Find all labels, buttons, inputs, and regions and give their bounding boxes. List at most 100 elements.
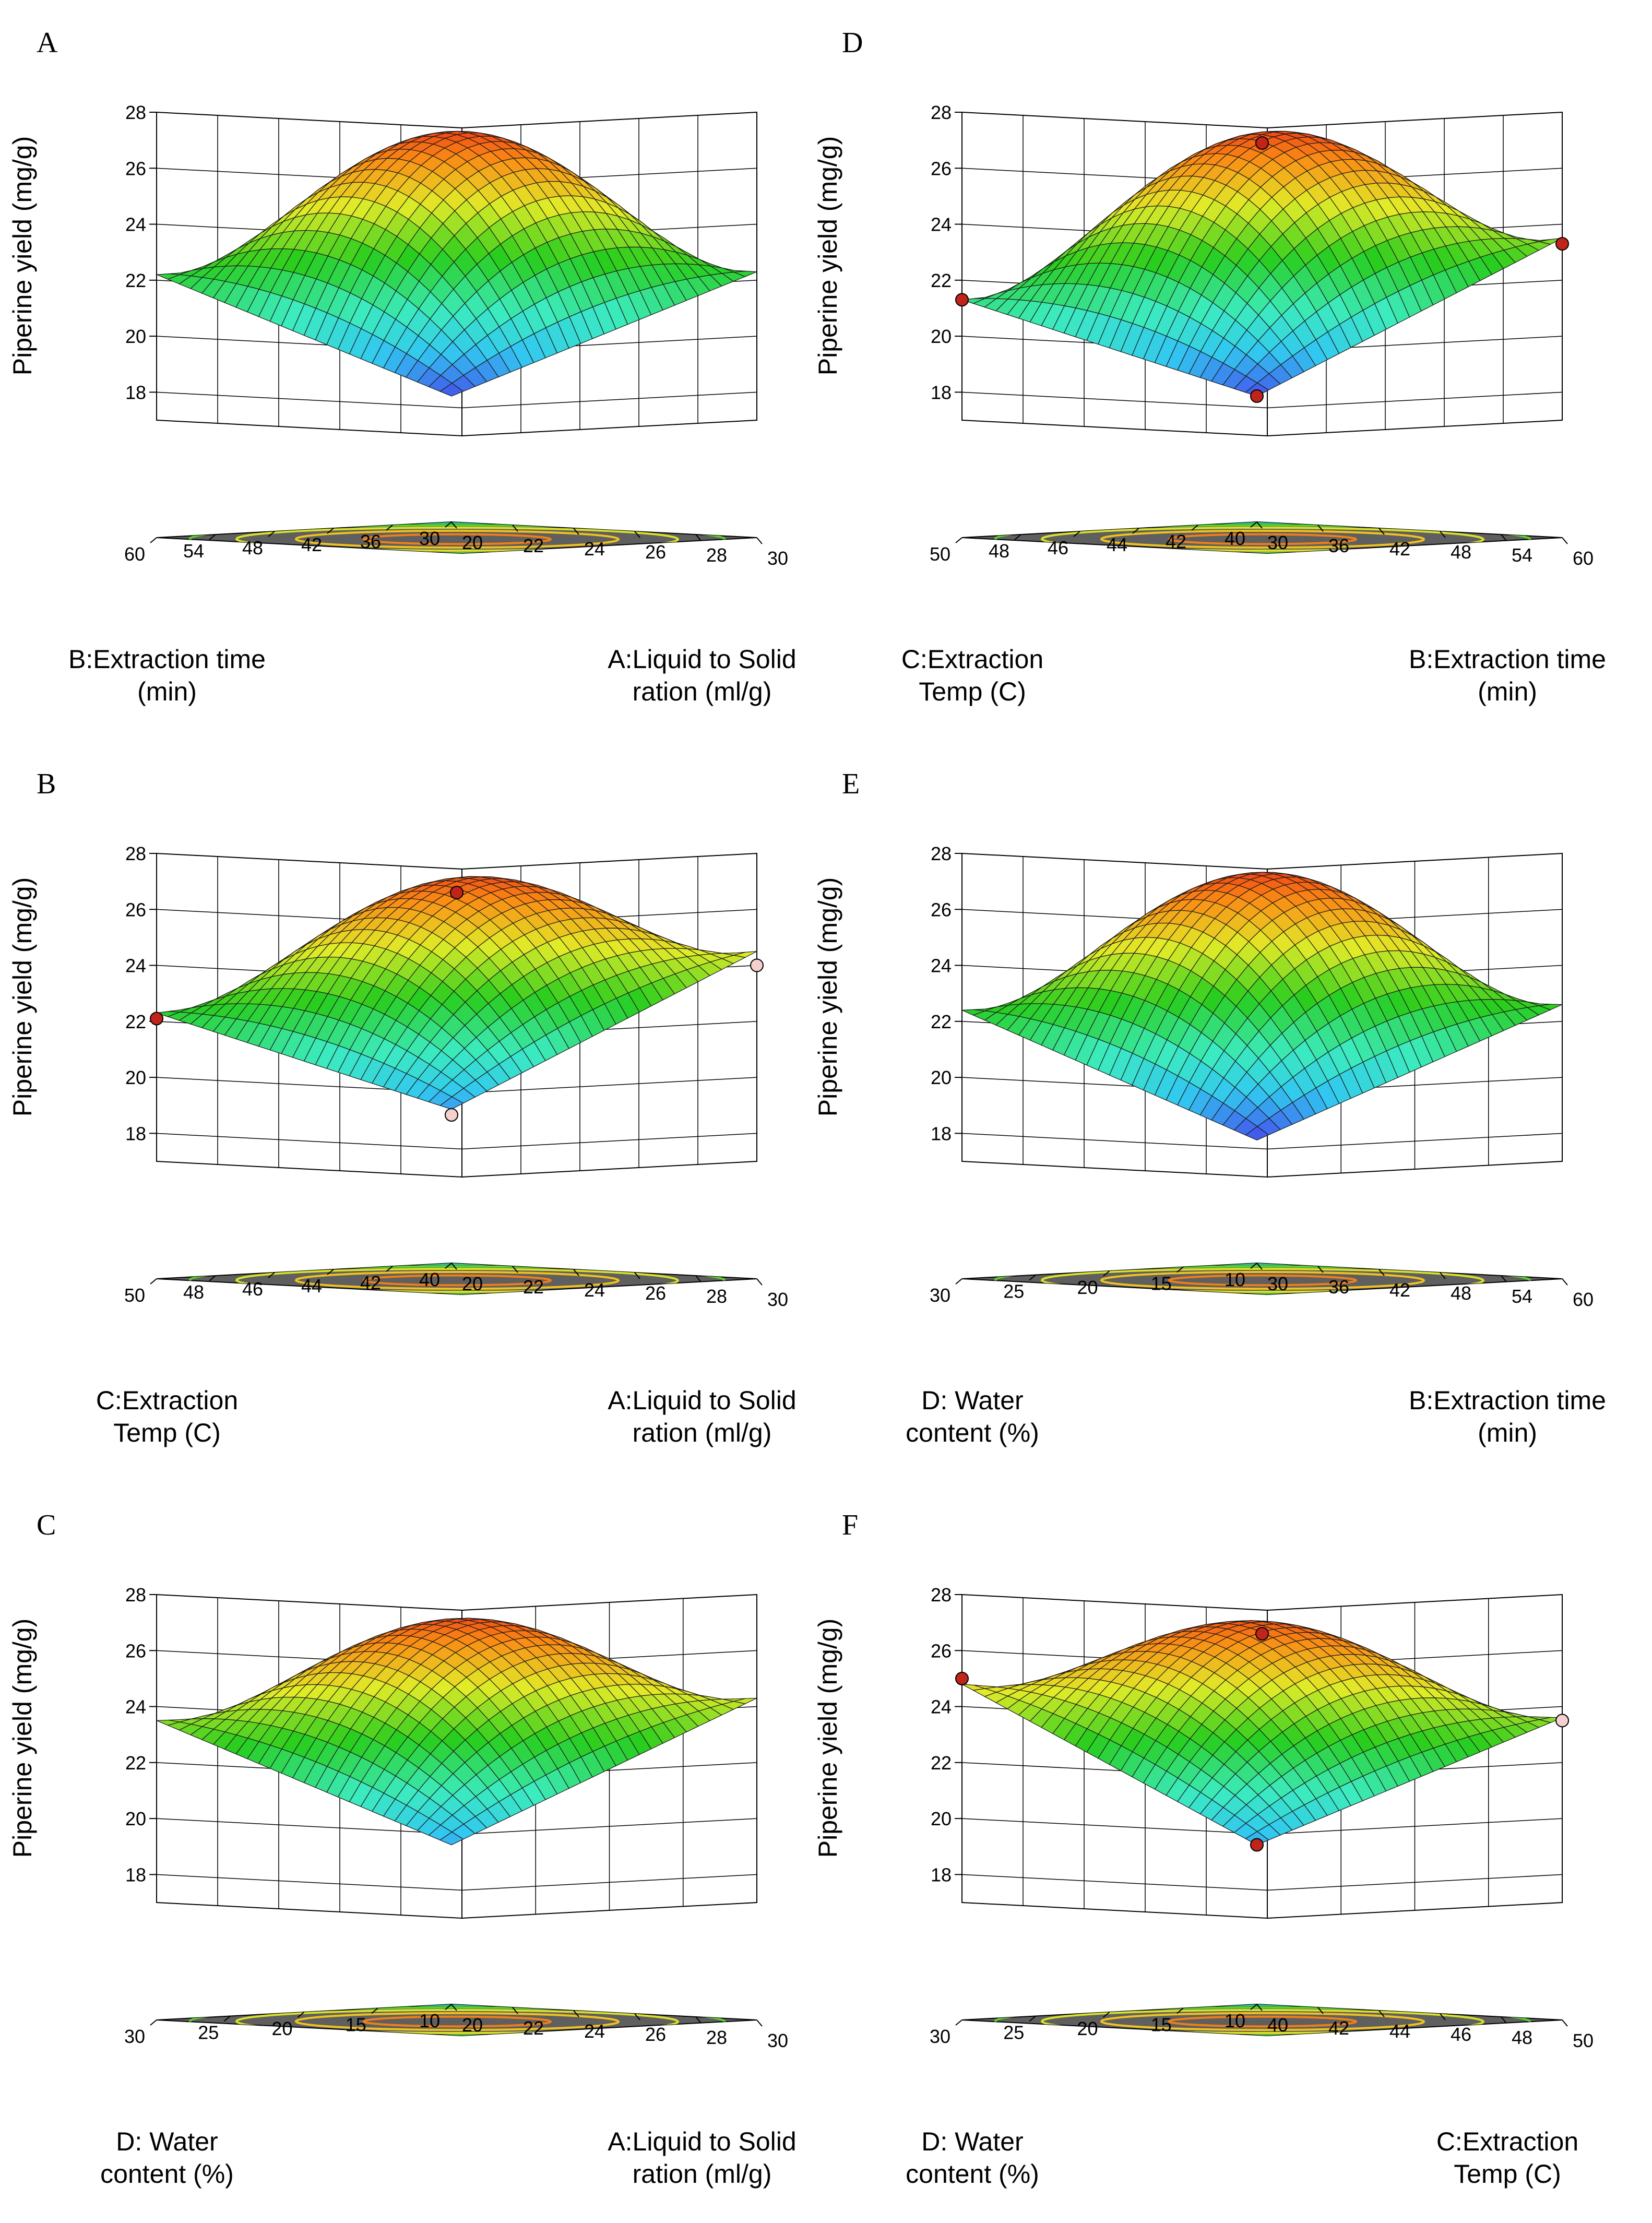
- x-tick: [1317, 1266, 1324, 1273]
- x-tick-label: 30: [1267, 532, 1288, 553]
- contour-line: [362, 533, 552, 545]
- x-tick-label: 22: [523, 1276, 544, 1298]
- x-tick: [1501, 1275, 1507, 1282]
- right-axis-title-line: A:Liquid to Solid: [608, 2127, 796, 2156]
- x-tick-label: 24: [584, 1279, 605, 1301]
- surface-cell: [1245, 1126, 1269, 1140]
- z-axis-title: Piperine yield (mg/g): [8, 1619, 37, 1858]
- x-tick-label: 36: [1328, 535, 1349, 556]
- z-tick-label: 26: [125, 158, 146, 179]
- right-axis-title-line: ration (ml/g): [633, 677, 772, 706]
- x-tick-label: 30: [1267, 1273, 1288, 1294]
- x-tick: [1440, 1272, 1446, 1279]
- x-tick-label: 48: [1451, 541, 1471, 563]
- left-axis-title-line: D: Water: [921, 2127, 1023, 2156]
- y-tick: [955, 1278, 962, 1285]
- x-tick-label: 28: [706, 1286, 727, 1307]
- z-tick-label: 20: [125, 326, 146, 347]
- x-tick-label: 24: [584, 2020, 605, 2042]
- right-axis-title-line: (min): [1478, 677, 1537, 706]
- x-tick-label: 28: [706, 544, 727, 566]
- x-tick: [1440, 531, 1446, 538]
- y-tick: [209, 1275, 216, 1281]
- panel-c: 18 20 22 24 26 28 Piperine yield (mg/g) 20 22 24 2…: [8, 1509, 797, 2189]
- contour-line: [294, 2012, 620, 2031]
- y-tick-label: 46: [1048, 537, 1068, 558]
- z-tick-label: 24: [125, 214, 146, 235]
- design-point: [445, 1108, 458, 1122]
- y-tick-label: 30: [124, 2026, 145, 2047]
- contour-line: [1100, 1270, 1425, 1290]
- right-axis-title: A:Liquid to Solid ration (ml/g): [608, 1386, 796, 1447]
- z-tick-label: 18: [931, 382, 952, 403]
- y-tick: [955, 537, 962, 543]
- z-tick-label: 20: [931, 1067, 952, 1088]
- right-axis-title: C:Extraction Temp (C): [1436, 2127, 1578, 2189]
- z-tick-label: 28: [125, 1584, 146, 1606]
- x-tick-label: 26: [645, 1282, 666, 1304]
- x-tick: [1256, 1263, 1263, 1270]
- right-axis-title-line: A:Liquid to Solid: [608, 645, 796, 674]
- design-point: [1250, 1838, 1264, 1852]
- x-tick-label: 42: [1328, 2017, 1349, 2039]
- x-tick-label: 30: [767, 2030, 788, 2051]
- design-point: [955, 293, 969, 307]
- z-tick-label: 28: [125, 102, 146, 123]
- design-point: [1555, 237, 1569, 251]
- z-tick-label: 24: [931, 1696, 952, 1718]
- x-tick-label: 60: [1573, 548, 1594, 569]
- x-tick-label: 42: [1389, 1279, 1410, 1301]
- right-axis-title-line: (min): [1478, 1418, 1537, 1447]
- right-axis-title-line: A:Liquid to Solid: [608, 1386, 796, 1415]
- right-axis-title: B:Extraction time (min): [1409, 645, 1606, 706]
- z-tick-label: 18: [931, 1864, 952, 1885]
- z-axis-title: Piperine yield (mg/g): [813, 877, 842, 1117]
- y-tick-label: 40: [1225, 528, 1245, 549]
- design-point: [1250, 389, 1264, 403]
- z-axis-title: Piperine yield (mg/g): [813, 1619, 842, 1858]
- z-tick-label: 24: [931, 214, 952, 235]
- z-tick-label: 24: [125, 1696, 146, 1718]
- x-tick-label: 54: [1512, 1286, 1532, 1307]
- z-tick-label: 26: [931, 1640, 952, 1661]
- z-tick-label: 28: [931, 843, 952, 864]
- left-axis-title-line: content (%): [100, 2159, 234, 2189]
- left-axis-title-line: Temp (C): [919, 677, 1026, 706]
- right-axis-title-line: Temp (C): [1454, 2159, 1561, 2189]
- x-tick-label: 50: [1573, 2030, 1594, 2051]
- y-tick-label: 20: [271, 2018, 292, 2039]
- y-tick: [268, 531, 275, 537]
- x-tick: [573, 1269, 579, 1276]
- contour-line: [294, 529, 620, 549]
- left-axis-title: C:Extraction Temp (C): [901, 645, 1043, 706]
- y-tick-label: 10: [1225, 1269, 1245, 1290]
- y-tick-label: 50: [930, 543, 950, 565]
- z-tick-label: 22: [125, 1011, 146, 1032]
- right-axis-title-line: C:Extraction: [1436, 2127, 1578, 2156]
- left-axis-title-line: content (%): [906, 1418, 1039, 1447]
- y-tick-label: 25: [198, 2022, 219, 2043]
- x-tick-label: 36: [1328, 1276, 1349, 1298]
- z-tick-label: 28: [931, 1584, 952, 1606]
- x-tick-label: 30: [767, 1289, 788, 1310]
- x-tick: [756, 1278, 763, 1286]
- panel-e: 18 20 22 24 26 28 Piperine yield (mg/g) 30 36 42 4…: [813, 768, 1606, 1447]
- x-tick: [573, 528, 579, 535]
- x-tick: [451, 1263, 457, 1270]
- panel-d: 18 20 22 24 26 28 Piperine yield (mg/g) 30 36 42 4…: [813, 27, 1606, 706]
- y-tick: [1250, 521, 1257, 528]
- x-tick: [1378, 528, 1385, 535]
- x-tick-label: 24: [584, 538, 605, 560]
- z-tick-label: 22: [125, 270, 146, 291]
- z-axis-title: Piperine yield (mg/g): [813, 136, 842, 376]
- z-tick-label: 18: [125, 382, 146, 403]
- contour-line: [1168, 533, 1358, 545]
- y-tick: [955, 2019, 962, 2026]
- right-axis-title-line: B:Extraction time: [1409, 1386, 1606, 1415]
- panel-letter: C: [37, 1509, 56, 1541]
- x-tick-label: 20: [462, 2014, 483, 2036]
- panel-b: 18 20 22 24 26 28 Piperine yield (mg/g) 20 22 24 2…: [8, 768, 797, 1447]
- y-tick: [1176, 1266, 1184, 1273]
- y-tick: [150, 1278, 157, 1285]
- y-tick: [445, 521, 452, 528]
